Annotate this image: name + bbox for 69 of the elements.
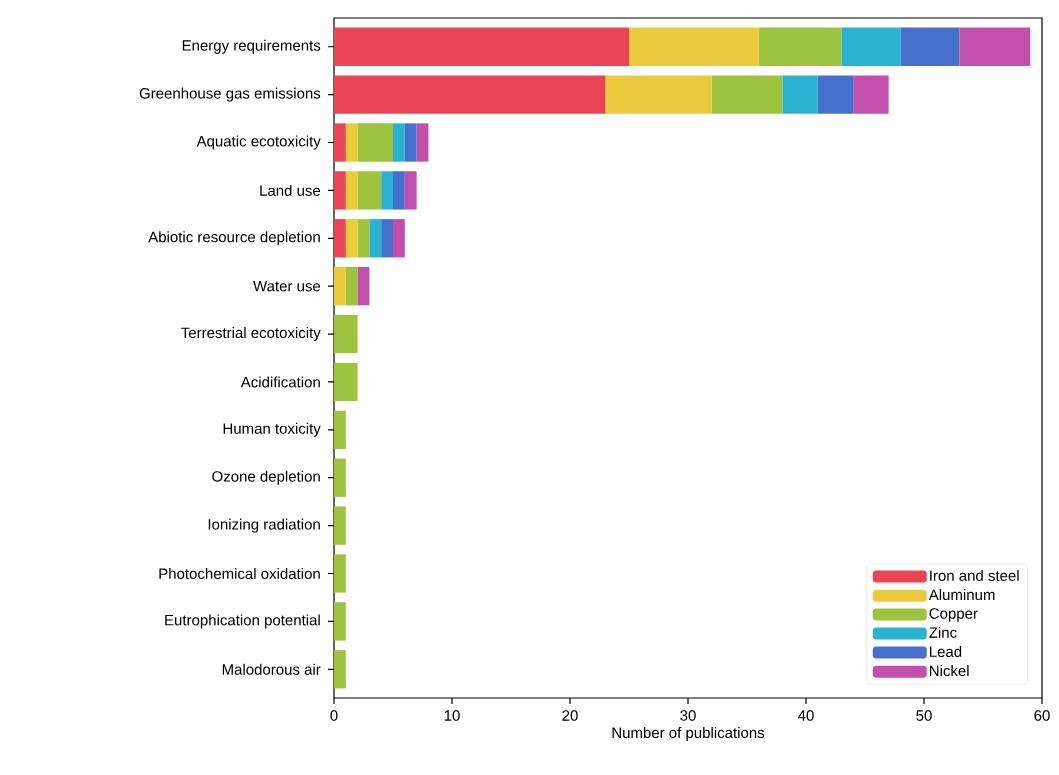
bar	[817, 75, 854, 114]
y-tick-label: Abiotic resource depletion	[148, 231, 320, 246]
bar	[334, 219, 346, 258]
bar	[334, 506, 346, 545]
x-axis-title: Number of publications	[612, 727, 765, 741]
y-tick-label: Malodorous air	[222, 663, 321, 675]
bar	[381, 171, 393, 210]
bar	[853, 75, 889, 114]
y-tick-label: Acidification	[240, 376, 320, 388]
x-tick-label: 40	[798, 710, 814, 721]
y-tick-label: Eutrophication potential	[165, 614, 320, 629]
legend-label: Iron and steel	[930, 569, 1019, 581]
y-tick-label: Water use	[253, 280, 321, 292]
x-tick-label: 30	[680, 710, 696, 721]
x-tick-label: 60	[1034, 710, 1050, 721]
bar	[369, 219, 382, 258]
bar	[345, 171, 358, 210]
bar	[334, 171, 346, 210]
bar	[782, 75, 818, 114]
x-tick-label: 10	[444, 710, 460, 721]
legend-label: Nickel	[929, 665, 969, 677]
bar	[605, 75, 712, 114]
bar	[381, 219, 393, 258]
legend-label: Lead	[929, 645, 962, 657]
legend-label: Copper	[929, 608, 978, 622]
y-tick-label: Photochemical oxidation	[159, 567, 320, 579]
x-tick-label: 50	[916, 710, 932, 721]
y-tick-label: Greenhouse gas emissions	[139, 87, 321, 102]
bar	[711, 75, 783, 114]
bar	[404, 171, 417, 210]
bar	[404, 123, 417, 162]
bar	[357, 171, 382, 210]
bar	[345, 219, 358, 258]
bar	[334, 458, 346, 497]
bar	[393, 123, 405, 162]
legend-label: Zinc	[929, 626, 957, 638]
bar	[334, 123, 346, 162]
bar	[416, 123, 429, 162]
bar	[357, 267, 370, 306]
bar	[357, 123, 393, 162]
y-tick-label: Ozone depletion	[212, 470, 320, 485]
bar	[345, 123, 358, 162]
bar	[758, 27, 842, 66]
bar	[334, 362, 358, 402]
y-tick-label: Ionizing radiation	[208, 518, 320, 533]
bar	[334, 650, 346, 689]
bar	[900, 27, 960, 66]
legend-label: Aluminum	[928, 589, 995, 601]
bar	[357, 219, 370, 258]
y-tick-label: Land use	[260, 184, 321, 196]
bar	[334, 267, 346, 306]
bar	[334, 75, 606, 114]
bar	[334, 602, 346, 641]
bar	[841, 27, 901, 66]
bar	[334, 314, 358, 354]
y-tick-label: Human toxicity	[223, 422, 321, 437]
y-tick-label: Terrestrial ecotoxicity	[181, 327, 321, 342]
bar	[345, 267, 358, 306]
bar	[959, 27, 1031, 66]
bar	[393, 219, 405, 258]
x-tick-label: 20	[562, 710, 578, 721]
bar	[629, 27, 759, 66]
x-tick-label: 0	[330, 710, 338, 721]
bar	[334, 410, 346, 449]
y-tick-label: Energy requirements	[182, 39, 321, 54]
bar	[393, 171, 405, 210]
bar	[334, 554, 346, 593]
y-tick-label: Aquatic ecotoxicity	[196, 135, 321, 150]
bar	[334, 27, 629, 66]
